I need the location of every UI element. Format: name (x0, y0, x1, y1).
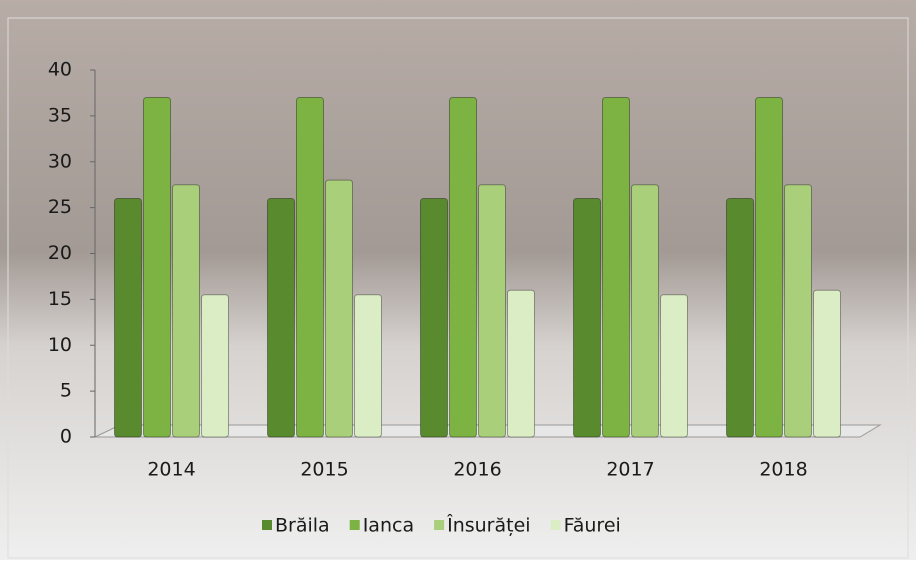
bar (602, 97, 630, 438)
bar (114, 197, 142, 438)
y-tick-label: 40 (48, 59, 72, 81)
legend-label: Ianca (363, 515, 414, 537)
bar (267, 197, 295, 438)
bar (726, 197, 754, 438)
legend-label: Însurăței (446, 514, 530, 537)
bar (172, 184, 200, 438)
y-tick-label: 0 (60, 426, 72, 448)
x-tick-label: 2015 (300, 459, 348, 481)
legend-label: Brăila (275, 515, 330, 537)
bar (449, 97, 477, 438)
bar (201, 294, 229, 438)
legend-label: Făurei (564, 515, 621, 537)
bar (507, 289, 535, 438)
bar (325, 179, 353, 438)
bar (478, 184, 506, 438)
legend-swatch (262, 520, 272, 530)
bar (631, 184, 659, 438)
y-tick-label: 10 (48, 334, 72, 356)
bar (354, 294, 382, 438)
legend-swatch (349, 520, 360, 530)
legend-swatch (550, 520, 561, 530)
bar (813, 289, 841, 438)
x-tick-label: 2017 (606, 459, 654, 481)
bar (143, 97, 171, 438)
y-tick-label: 15 (48, 288, 72, 310)
x-tick-label: 2016 (453, 459, 501, 481)
y-tick-label: 35 (48, 104, 72, 126)
bar (420, 197, 448, 438)
y-tick-label: 5 (60, 380, 72, 402)
chart-frame (7, 17, 909, 559)
bar (296, 97, 324, 438)
bar (660, 294, 688, 438)
x-tick-label: 2014 (147, 459, 195, 481)
bar (573, 197, 601, 438)
legend-swatch (434, 520, 445, 530)
x-tick-label: 2018 (759, 459, 807, 481)
y-tick-label: 20 (48, 242, 72, 264)
bar (784, 184, 812, 438)
y-tick-label: 30 (48, 150, 72, 172)
bar (755, 97, 783, 438)
y-tick-label: 25 (48, 196, 72, 218)
